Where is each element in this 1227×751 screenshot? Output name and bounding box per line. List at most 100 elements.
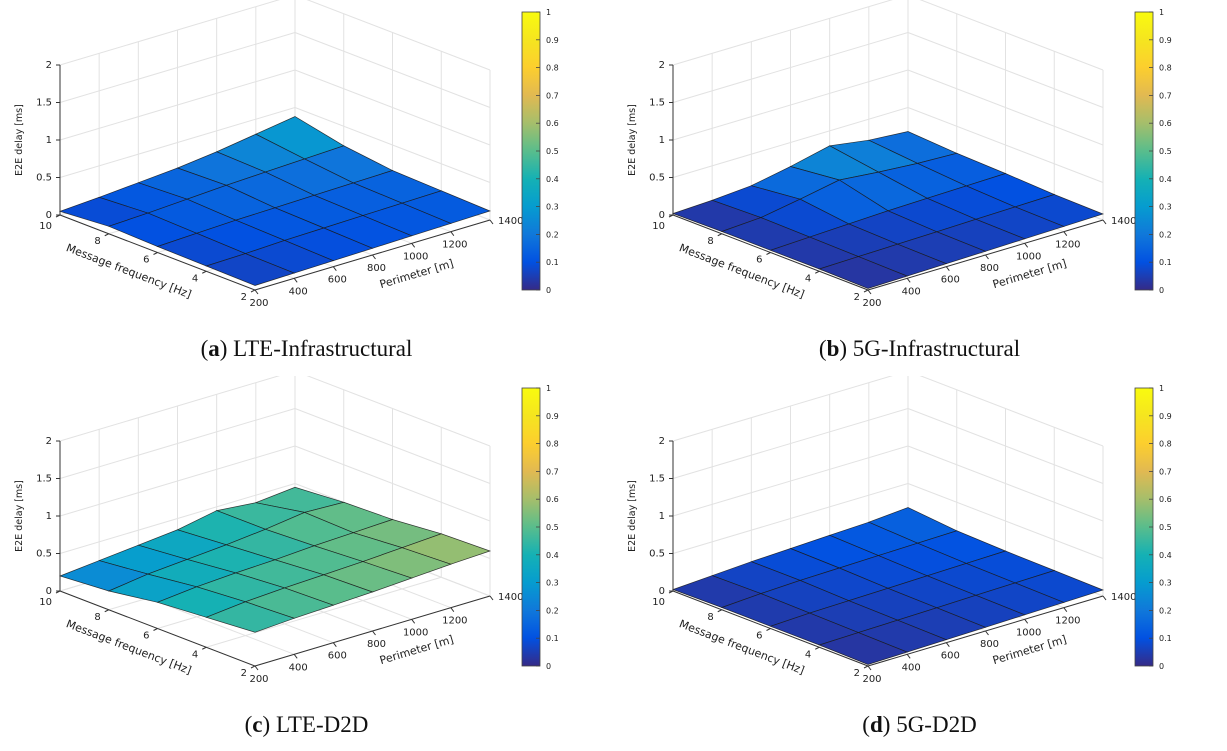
colorbar-tick-label: 1 <box>546 384 551 393</box>
y-tick-mark <box>717 233 722 237</box>
y-tick-label: 4 <box>805 649 811 660</box>
y-tick-label: 2 <box>854 668 860 679</box>
colorbar-tick-label: 0.2 <box>546 606 559 615</box>
z-tick-label: 0 <box>46 210 52 221</box>
colorbar-tick-label: 0.7 <box>1159 467 1172 476</box>
x-tick-label: 200 <box>249 298 268 309</box>
colorbar-tick-label: 0.5 <box>1159 523 1172 532</box>
x-tick-mark <box>1063 231 1068 236</box>
y-tick-label: 8 <box>707 612 713 623</box>
colorbar-tick-label: 0.6 <box>1159 119 1172 128</box>
surface-chart-a: 20040060080010001200140024681000.511.52P… <box>14 0 559 309</box>
x-tick-mark <box>293 278 298 283</box>
y-tick-mark <box>202 646 207 650</box>
colorbar-tick-label: 0.5 <box>546 523 559 532</box>
x-tick-label: 800 <box>367 639 386 650</box>
y-tick-mark <box>863 289 869 293</box>
z-tick-label: 1 <box>659 511 665 522</box>
y-tick-mark <box>863 665 869 669</box>
x-tick-label: 600 <box>328 651 347 662</box>
y-tick-mark <box>104 233 109 237</box>
colorbar-tick-label: 0.8 <box>1159 64 1172 73</box>
surface <box>671 507 1105 665</box>
x-tick-mark <box>1063 607 1068 612</box>
colorbar-tick-label: 0.7 <box>1159 91 1172 100</box>
colorbar-tick-label: 0.6 <box>546 495 559 504</box>
y-tick-label: 2 <box>854 292 860 303</box>
surface <box>671 131 1105 289</box>
grid-line <box>206 576 442 648</box>
x-tick-label: 600 <box>941 275 960 286</box>
colorbar-tick-label: 0 <box>1159 662 1164 671</box>
caption-b: (b) 5G-Infrastructural <box>818 336 1021 361</box>
colorbar-tick-label: 0.3 <box>1159 579 1172 588</box>
z-tick-label: 1 <box>659 135 665 146</box>
colorbar-tick-label: 0.1 <box>546 258 559 267</box>
z-tick-label: 0 <box>659 586 665 597</box>
x-tick-label: 1200 <box>1055 616 1080 627</box>
x-tick-mark <box>332 266 337 271</box>
caption-c: (c) LTE-D2D <box>244 712 369 737</box>
y-tick-label: 4 <box>192 273 198 284</box>
colorbar-tick-label: 0 <box>1159 286 1164 295</box>
z-tick-label: 0.5 <box>649 549 665 560</box>
x-tick-label: 1200 <box>442 616 467 627</box>
colorbar-tick-label: 0.4 <box>546 175 559 184</box>
colorbar-tick-label: 0.8 <box>546 440 559 449</box>
chart-body: 20040060080010001200140024681000.511.52P… <box>14 0 559 309</box>
y-tick-mark <box>202 270 207 274</box>
chart-body: 20040060080010001200140024681000.511.52P… <box>627 0 1172 309</box>
y-tick-mark <box>766 252 771 255</box>
colorbar-tick-label: 0.7 <box>546 91 559 100</box>
colorbar-tick-label: 0.3 <box>1159 203 1172 212</box>
x-tick-mark <box>293 654 298 659</box>
surface-chart-b: 20040060080010001200140024681000.511.52P… <box>627 0 1172 309</box>
x-tick-mark <box>985 254 989 260</box>
z-tick-label: 0.5 <box>36 549 52 560</box>
panel-d: 200 400 600 800 1000 1200 1400 2 4 6 8 10 0 0.5 1 1.5 2 P… <box>613 376 1226 751</box>
y-tick-mark <box>815 270 820 274</box>
z-tick-label: 2 <box>46 60 52 71</box>
colorbar-tick-label: 0.7 <box>546 467 559 476</box>
z-tick-label: 1 <box>46 511 52 522</box>
colorbar: 0 0.1 0.2 0.3 0.4 0.5 0.6 0.7 0.8 0.9 1 <box>1134 384 1172 671</box>
x-tick-mark <box>372 630 376 636</box>
y-tick-label: 10 <box>39 597 52 608</box>
x-tick-mark <box>1102 219 1107 225</box>
y-tick-label: 6 <box>756 631 762 642</box>
z-tick-label: 2 <box>659 60 665 71</box>
x-tick-label: 400 <box>289 286 308 297</box>
x-tick-mark <box>985 630 989 636</box>
y-tick-mark <box>250 665 256 669</box>
surface-patch <box>205 601 296 633</box>
colorbar-tick-label: 1 <box>1159 8 1164 17</box>
z-tick-label: 1.5 <box>36 98 52 109</box>
x-tick-mark <box>332 642 337 647</box>
y-tick-mark <box>250 289 256 293</box>
x-tick-label: 800 <box>367 263 386 274</box>
colorbar-tick-label: 0 <box>546 662 551 671</box>
x-tick-mark <box>906 654 911 659</box>
colorbar-tick-label: 0.1 <box>546 634 559 643</box>
x-tick-mark <box>867 665 872 671</box>
y-tick-label: 8 <box>94 612 100 623</box>
colorbar-tick-label: 0.5 <box>546 147 559 156</box>
x-tick-mark <box>906 278 911 283</box>
colorbar-tick-label: 0.2 <box>1159 606 1172 615</box>
panel-c: 200 400 600 800 1000 1200 1400 2 4 6 8 10 0 0.5 1 1.5 2 P… <box>0 376 613 751</box>
x-tick-mark <box>450 231 455 236</box>
surface-patch <box>818 632 909 665</box>
x-tick-mark <box>1024 243 1029 248</box>
z-tick-label: 1 <box>46 135 52 146</box>
y-tick-label: 8 <box>94 236 100 247</box>
z-tick-label: 1.5 <box>36 474 52 485</box>
x-tick-label: 1400 <box>498 592 523 603</box>
y-tick-mark <box>153 628 158 631</box>
y-tick-mark <box>104 609 109 613</box>
x-tick-label: 1000 <box>1016 627 1041 638</box>
x-tick-label: 1400 <box>1111 592 1136 603</box>
y-tick-label: 10 <box>652 221 665 232</box>
y-axis-label: Message frequency [Hz] <box>64 617 193 677</box>
x-tick-mark <box>867 289 872 295</box>
x-tick-label: 800 <box>980 263 999 274</box>
